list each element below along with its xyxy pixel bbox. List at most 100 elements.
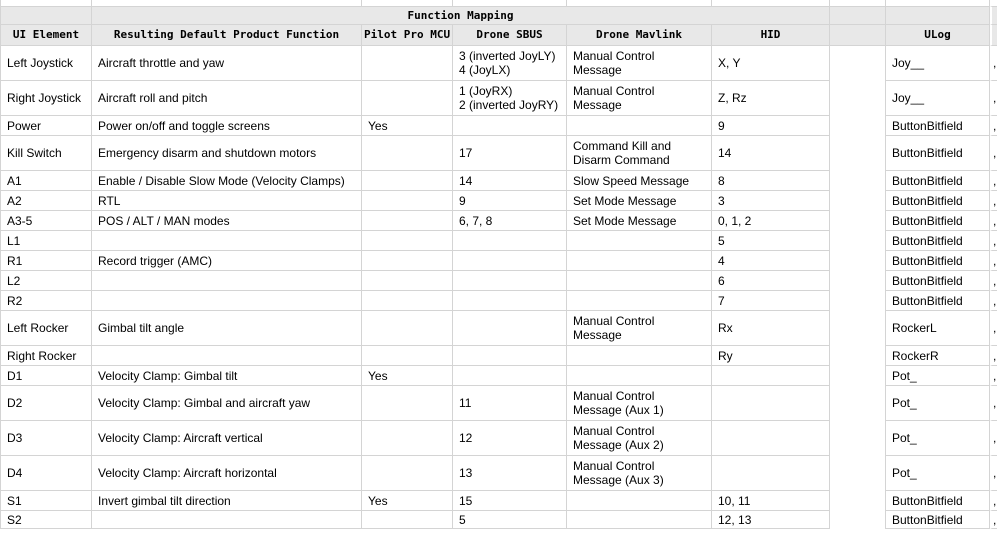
cell-drone-sbus[interactable]: [453, 231, 567, 251]
cell-pilot-pro-mcu[interactable]: [362, 171, 453, 191]
cell-drone-mavlink[interactable]: [567, 511, 712, 529]
cell-drone-sbus[interactable]: 15: [453, 491, 567, 511]
cell-product-function[interactable]: Record trigger (AMC): [92, 251, 362, 271]
cell-product-function[interactable]: Invert gimbal tilt direction: [92, 491, 362, 511]
spacer-cell[interactable]: [830, 311, 885, 346]
cell-hid[interactable]: 6: [712, 271, 830, 291]
cell-product-function[interactable]: Enable / Disable Slow Mode (Velocity Cla…: [92, 171, 362, 191]
cell-drone-mavlink[interactable]: [567, 291, 712, 311]
cell-drone-sbus[interactable]: 14: [453, 171, 567, 191]
cell-drone-mavlink[interactable]: [567, 251, 712, 271]
cell-product-function[interactable]: Power on/off and toggle screens: [92, 116, 362, 136]
empty-header-cell[interactable]: [0, 7, 92, 25]
cell-ulog[interactable]: RockerR: [885, 346, 990, 366]
cell-product-function[interactable]: [92, 231, 362, 251]
spacer-cell[interactable]: [830, 421, 885, 456]
cell-drone-sbus[interactable]: [453, 271, 567, 291]
cell-hid[interactable]: 4: [712, 251, 830, 271]
cell-drone-mavlink[interactable]: [567, 366, 712, 386]
cell-product-function[interactable]: RTL: [92, 191, 362, 211]
cell-ui-element[interactable]: S1: [0, 491, 92, 511]
cell-drone-mavlink[interactable]: Manual Control Message (Aux 2): [567, 421, 712, 456]
cell-drone-mavlink[interactable]: Manual Control Message: [567, 81, 712, 116]
cell-ulog[interactable]: Pot_: [885, 366, 990, 386]
cell-hid[interactable]: Z, Rz: [712, 81, 830, 116]
cell-pilot-pro-mcu[interactable]: [362, 421, 453, 456]
cell-ui-element[interactable]: R1: [0, 251, 92, 271]
cell-ulog[interactable]: ButtonBitfield: [885, 491, 990, 511]
cell-product-function[interactable]: Emergency disarm and shutdown motors: [92, 136, 362, 171]
cell-drone-mavlink[interactable]: Slow Speed Message: [567, 171, 712, 191]
column-header-hid[interactable]: HID: [712, 25, 830, 46]
cell-drone-mavlink[interactable]: [567, 116, 712, 136]
cell-pilot-pro-mcu[interactable]: [362, 211, 453, 231]
cell-drone-sbus[interactable]: 11: [453, 386, 567, 421]
cell-drone-mavlink[interactable]: Manual Control Message: [567, 46, 712, 81]
empty-cell[interactable]: [712, 0, 830, 7]
cell-drone-mavlink[interactable]: [567, 346, 712, 366]
cell-ui-element[interactable]: A3-5: [0, 211, 92, 231]
cell-drone-sbus[interactable]: [453, 251, 567, 271]
spacer-cell[interactable]: [830, 271, 885, 291]
empty-cell[interactable]: [92, 0, 362, 7]
cell-drone-mavlink[interactable]: Manual Control Message (Aux 1): [567, 386, 712, 421]
cell-ulog[interactable]: Joy__: [885, 81, 990, 116]
cell-ulog[interactable]: ButtonBitfield: [885, 136, 990, 171]
cell-ulog[interactable]: ButtonBitfield: [885, 271, 990, 291]
cell-ui-element[interactable]: Power: [0, 116, 92, 136]
cell-ui-element[interactable]: D2: [0, 386, 92, 421]
cell-drone-sbus[interactable]: 5: [453, 511, 567, 529]
cell-ui-element[interactable]: D3: [0, 421, 92, 456]
spacer-cell[interactable]: [830, 491, 885, 511]
empty-header-cell[interactable]: [885, 7, 990, 25]
cell-pilot-pro-mcu[interactable]: [362, 291, 453, 311]
cell-pilot-pro-mcu[interactable]: [362, 346, 453, 366]
cell-hid[interactable]: 10, 11: [712, 491, 830, 511]
cell-drone-mavlink[interactable]: Set Mode Message: [567, 211, 712, 231]
cell-drone-sbus[interactable]: 17: [453, 136, 567, 171]
cell-hid[interactable]: [712, 421, 830, 456]
cell-ulog[interactable]: ButtonBitfield: [885, 211, 990, 231]
cell-hid[interactable]: 8: [712, 171, 830, 191]
cell-ulog[interactable]: ButtonBitfield: [885, 116, 990, 136]
cell-pilot-pro-mcu[interactable]: [362, 386, 453, 421]
cell-product-function[interactable]: Gimbal tilt angle: [92, 311, 362, 346]
cell-drone-sbus[interactable]: [453, 311, 567, 346]
cell-ulog[interactable]: ButtonBitfield: [885, 231, 990, 251]
cell-pilot-pro-mcu[interactable]: [362, 81, 453, 116]
cell-drone-mavlink[interactable]: Set Mode Message: [567, 191, 712, 211]
cell-pilot-pro-mcu[interactable]: [362, 456, 453, 491]
cell-drone-sbus[interactable]: [453, 366, 567, 386]
cell-product-function[interactable]: Velocity Clamp: Gimbal tilt: [92, 366, 362, 386]
cell-ulog[interactable]: RockerL: [885, 311, 990, 346]
spacer-cell[interactable]: [830, 116, 885, 136]
cell-ui-element[interactable]: S2: [0, 511, 92, 529]
column-header-ulog[interactable]: ULog: [885, 25, 990, 46]
cell-ulog[interactable]: Joy__: [885, 46, 990, 81]
cell-ui-element[interactable]: Right Rocker: [0, 346, 92, 366]
cell-ui-element[interactable]: A1: [0, 171, 92, 191]
cell-ulog[interactable]: ButtonBitfield: [885, 251, 990, 271]
cell-pilot-pro-mcu[interactable]: Yes: [362, 491, 453, 511]
cell-pilot-pro-mcu[interactable]: [362, 46, 453, 81]
empty-cell[interactable]: [830, 0, 885, 7]
cell-ui-element[interactable]: R2: [0, 291, 92, 311]
cell-hid[interactable]: 12, 13: [712, 511, 830, 529]
cell-hid[interactable]: Rx: [712, 311, 830, 346]
cell-ui-element[interactable]: L2: [0, 271, 92, 291]
cell-product-function[interactable]: Aircraft roll and pitch: [92, 81, 362, 116]
cell-product-function[interactable]: [92, 291, 362, 311]
cell-drone-sbus[interactable]: 1 (JoyRX) 2 (inverted JoyRY): [453, 81, 567, 116]
cell-hid[interactable]: Ry: [712, 346, 830, 366]
cell-pilot-pro-mcu[interactable]: [362, 191, 453, 211]
spacer-cell[interactable]: [830, 46, 885, 81]
cell-drone-mavlink[interactable]: Manual Control Message: [567, 311, 712, 346]
cell-product-function[interactable]: [92, 511, 362, 529]
cell-hid[interactable]: X, Y: [712, 46, 830, 81]
empty-cell[interactable]: [567, 0, 712, 7]
spacer-cell[interactable]: [830, 386, 885, 421]
spacer-cell[interactable]: [830, 511, 885, 529]
cell-drone-sbus[interactable]: [453, 346, 567, 366]
cell-drone-mavlink[interactable]: Manual Control Message (Aux 3): [567, 456, 712, 491]
cell-ui-element[interactable]: Right Joystick: [0, 81, 92, 116]
